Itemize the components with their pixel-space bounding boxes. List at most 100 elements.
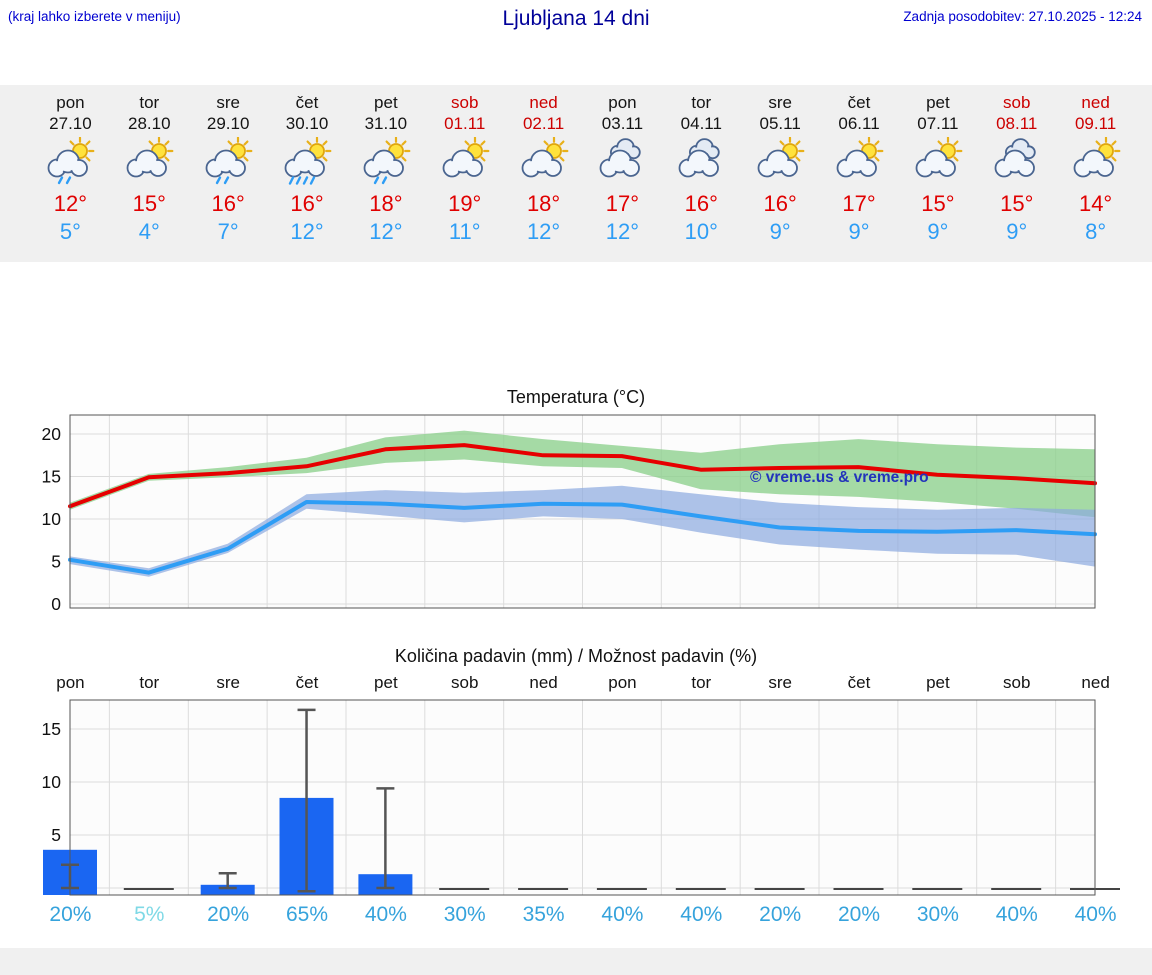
precip-day-label: pon [608, 673, 637, 692]
sun-cloud-heavy-rain-icon [268, 136, 347, 187]
day-name: sob [1003, 93, 1031, 112]
precip-day-label: pet [374, 673, 398, 692]
day-name: sre [768, 93, 792, 112]
day-date: 27.10 [49, 114, 92, 133]
sun-cloud-rain-icon [189, 136, 268, 187]
sun-cloud-icon [110, 136, 189, 187]
sun-cloud-icon [1056, 136, 1135, 187]
forecast-day[interactable]: sre 29.10 16° 7° [189, 92, 268, 262]
precip-probability: 40% [364, 903, 407, 926]
forecast-day[interactable]: ned 02.11 18° 12° [504, 92, 583, 262]
high-temp: 15° [921, 191, 955, 216]
forecast-day[interactable]: tor 28.10 15° 4° [110, 92, 189, 262]
precip-probability: 40% [1074, 903, 1117, 926]
low-temp: 9° [848, 219, 870, 244]
watermark: © vreme.us & vreme.pro [750, 469, 929, 486]
precip-probability: 35% [522, 903, 565, 926]
sun-cloud-icon [820, 136, 899, 187]
forecast-day[interactable]: sob 01.11 19° 11° [425, 92, 504, 262]
low-temp: 12° [526, 219, 561, 244]
low-temp: 12° [290, 219, 324, 244]
precip-probability: 5% [134, 903, 165, 926]
sun-cloud-icon [504, 136, 583, 187]
day-date: 28.10 [128, 114, 171, 133]
svg-text:5: 5 [51, 552, 61, 572]
high-temp: 15° [132, 191, 166, 216]
precip-day-label: sob [1003, 673, 1031, 692]
precip-probability: 20% [207, 903, 250, 926]
day-date: 06.11 [838, 114, 880, 133]
forecast-day[interactable]: sob 08.11 15° 9° [977, 92, 1056, 262]
day-name: pet [374, 93, 398, 112]
last-update: Zadnja posodobitev: 27.10.2025 - 12:24 [903, 9, 1142, 24]
day-date: 04.11 [680, 114, 722, 133]
forecast-day[interactable]: pon 03.11 17° 12° [583, 92, 662, 262]
svg-text:20: 20 [42, 424, 62, 444]
svg-text:15: 15 [42, 467, 61, 487]
precip-probability: 30% [443, 903, 486, 926]
high-temp: 19° [448, 191, 482, 216]
precip-day-label: ned [1081, 673, 1110, 692]
low-temp: 8° [1085, 219, 1107, 244]
forecast-day[interactable]: tor 04.11 16° 10° [662, 92, 741, 262]
temperature-chart-title: Temperatura (°C) [506, 387, 646, 407]
precip-day-label: čet [847, 673, 871, 692]
precip-day-label: tor [691, 673, 712, 692]
day-date: 03.11 [601, 114, 644, 133]
high-temp: 17° [605, 191, 640, 216]
svg-text:10: 10 [42, 509, 62, 529]
precip-probability: 20% [49, 903, 92, 926]
day-name: tor [139, 93, 160, 112]
forecast-day[interactable]: pet 31.10 18° 12° [346, 92, 425, 262]
page-title: Ljubljana 14 dni [502, 7, 650, 30]
precip-probability: 30% [916, 903, 959, 926]
low-temp: 7° [217, 219, 239, 244]
low-temp: 9° [1006, 219, 1028, 244]
menu-hint: (kraj lahko izberete v meniju) [8, 9, 181, 24]
day-date: 30.10 [285, 114, 329, 133]
precip-day-label: čet [295, 673, 319, 692]
sun-cloud-icon [898, 136, 977, 187]
high-temp: 12° [53, 191, 88, 216]
sun-cloud-icon [741, 136, 820, 187]
temperature-chart: 0 5 10 15 20 © vreme.us & vreme.pro [42, 414, 1097, 614]
high-temp: 17° [842, 191, 876, 216]
svg-text:10: 10 [42, 772, 62, 792]
precip-probability: 20% [759, 903, 802, 926]
high-temp: 16° [290, 191, 324, 216]
precip-probability: 40% [680, 903, 723, 926]
forecast-day[interactable]: čet 30.10 16° 12° [268, 92, 347, 262]
high-temp: 18° [526, 191, 561, 216]
high-temp: 16° [211, 191, 245, 216]
precip-day-label: sre [216, 673, 240, 692]
forecast-strip: pon 27.10 12° 5° tor 28.10 15° 4° sre 29.10 16° 7° č… [0, 85, 1152, 262]
precip-probability: 40% [601, 903, 644, 926]
day-date: 08.11 [996, 114, 1038, 133]
forecast-day[interactable]: pet 07.11 15° 9° [898, 92, 977, 262]
day-name: čet [295, 93, 319, 112]
low-temp: 10° [684, 219, 718, 244]
high-temp: 16° [684, 191, 718, 216]
forecast-day[interactable]: ned 09.11 14° 8° [1056, 92, 1135, 262]
day-name: ned [1081, 93, 1110, 112]
day-name: čet [847, 93, 871, 112]
clouds-icon [583, 137, 662, 187]
footer-band [0, 948, 1152, 975]
day-name: pet [926, 93, 950, 112]
precip-probability: 40% [995, 903, 1038, 926]
sun-cloud-rain-icon [346, 136, 425, 187]
sun-cloud-rain-icon [31, 136, 110, 187]
day-date: 31.10 [364, 114, 408, 133]
precip-probability: 20% [838, 903, 881, 926]
precip-day-label: pet [926, 673, 950, 692]
low-temp: 11° [448, 219, 481, 244]
day-name: pon [608, 93, 637, 112]
high-temp: 15° [1000, 191, 1034, 216]
forecast-day[interactable]: sre 05.11 16° 9° [741, 92, 820, 262]
forecast-day[interactable]: pon 27.10 12° 5° [31, 92, 110, 262]
low-temp: 12° [369, 219, 403, 244]
low-temp: 12° [605, 219, 640, 244]
precip-chart-title: Količina padavin (mm) / Možnost padavin … [394, 646, 758, 666]
forecast-day[interactable]: čet 06.11 17° 9° [820, 92, 899, 262]
